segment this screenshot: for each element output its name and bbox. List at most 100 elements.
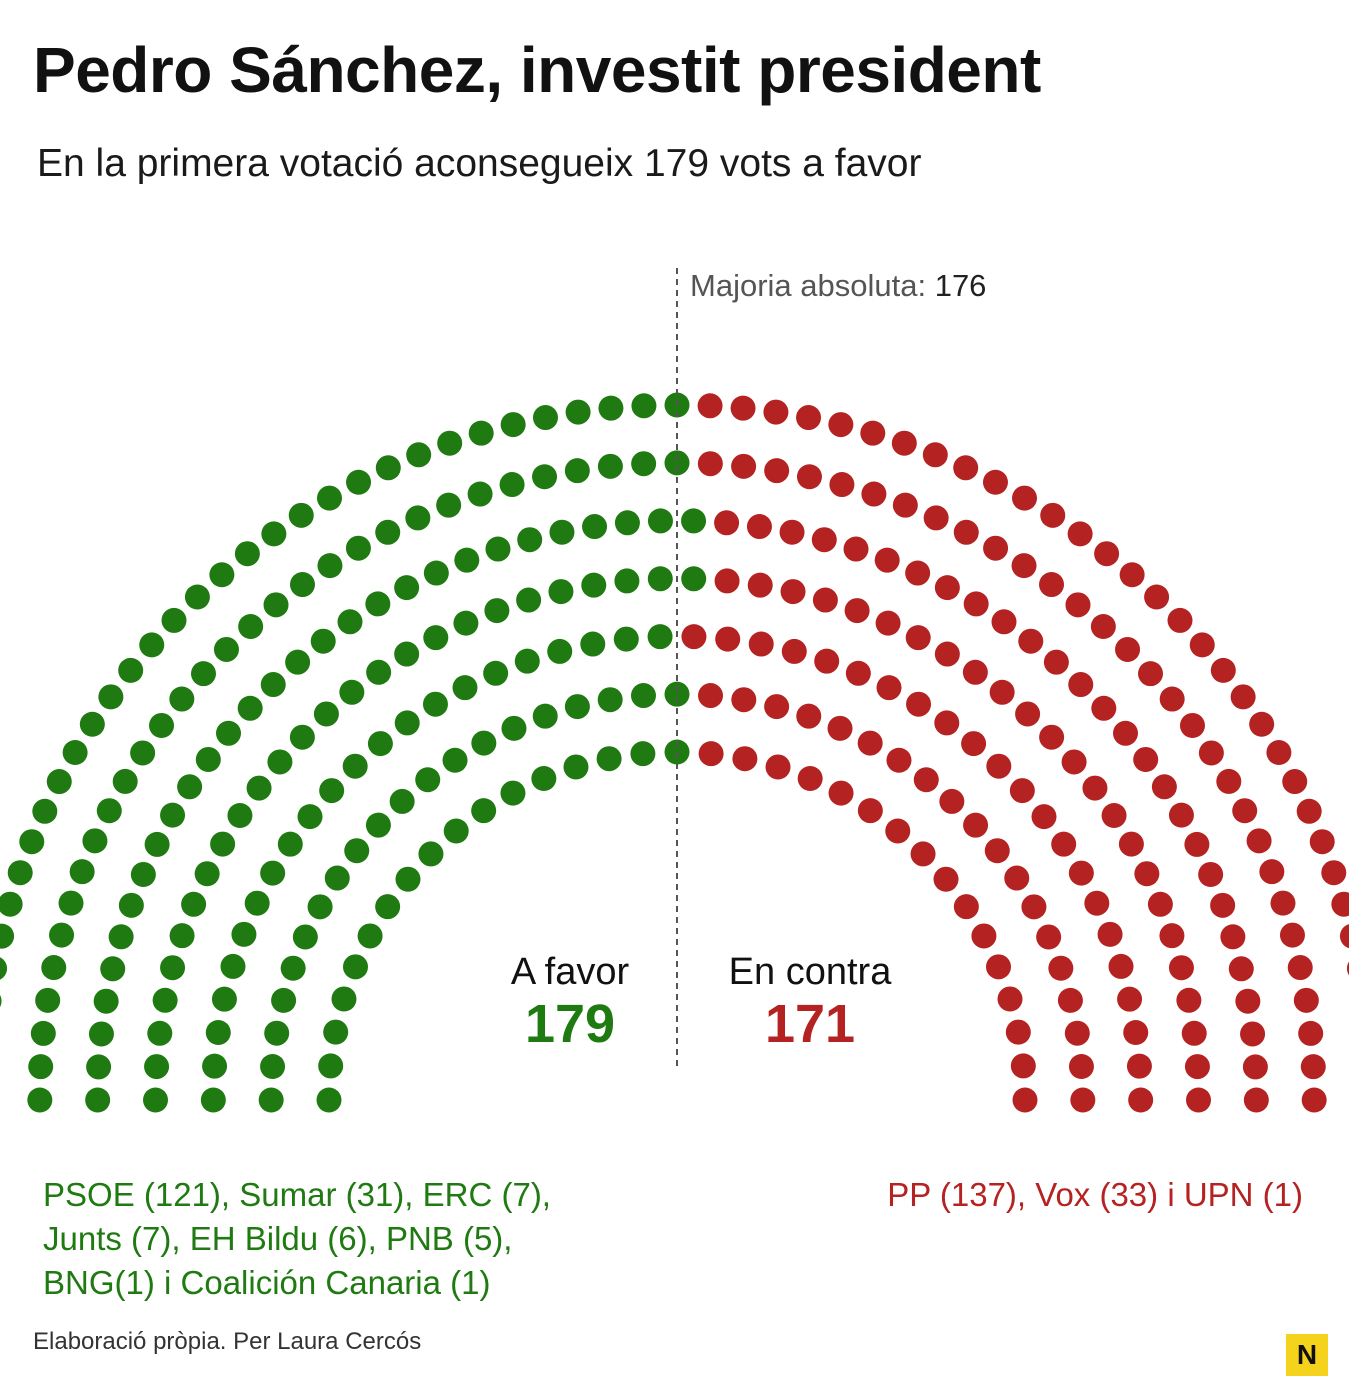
seat-favor — [337, 609, 363, 635]
seat-favor — [231, 921, 257, 947]
seat-contra — [1300, 1054, 1326, 1080]
seat-favor — [118, 892, 144, 918]
seat-contra — [1138, 661, 1164, 687]
seat-contra — [1115, 636, 1141, 662]
seat-favor — [49, 922, 75, 948]
seat-contra — [1246, 828, 1272, 854]
seat-favor — [418, 841, 444, 867]
seat-contra — [845, 660, 871, 686]
seat-favor — [471, 730, 497, 756]
seat-contra — [1270, 890, 1296, 916]
chart-title: Pedro Sánchez, investit president — [33, 34, 1041, 106]
seat-contra — [1119, 562, 1145, 588]
seat-contra — [910, 841, 936, 867]
seat-favor — [499, 472, 525, 498]
seat-contra — [1296, 798, 1322, 824]
seat-contra — [1167, 607, 1193, 633]
seat-favor — [549, 519, 575, 545]
seat-favor — [213, 636, 239, 662]
seat-contra — [906, 691, 932, 717]
seat-contra — [1339, 924, 1349, 949]
seat-favor — [394, 641, 420, 667]
seat-contra — [1159, 923, 1185, 949]
seat-favor — [454, 547, 480, 573]
seat-favor — [367, 731, 393, 757]
seat-contra — [1094, 541, 1120, 567]
seat-favor — [139, 632, 165, 658]
seat-contra — [962, 659, 988, 685]
seat-favor — [317, 485, 342, 511]
seat-favor — [181, 891, 207, 917]
seat-contra — [843, 536, 869, 562]
seat-contra — [1134, 861, 1160, 887]
seat-contra — [796, 464, 822, 490]
seat-contra — [1091, 695, 1117, 721]
seat-favor — [375, 455, 401, 481]
seat-favor — [88, 1021, 114, 1047]
seat-contra — [933, 866, 959, 892]
seat-contra — [1176, 987, 1202, 1013]
seat-contra — [731, 687, 757, 713]
seat-favor — [452, 675, 478, 701]
seat-contra — [812, 587, 838, 613]
seat-contra — [763, 399, 789, 425]
favor-parties: PSOE (121), Sumar (31), ERC (7), Junts (… — [43, 1173, 551, 1305]
seat-contra — [874, 547, 900, 573]
favor-parties-line: BNG(1) i Coalición Canaria (1) — [43, 1264, 491, 1301]
seat-favor — [547, 638, 573, 664]
seat-favor — [260, 860, 286, 886]
seat-favor — [277, 831, 303, 857]
seat-favor — [98, 684, 124, 710]
seat-favor — [581, 572, 607, 598]
seat-contra — [986, 954, 1012, 980]
seat-contra — [698, 741, 724, 767]
seat-favor — [631, 393, 657, 419]
seat-favor — [415, 767, 441, 793]
seat-contra — [1259, 859, 1285, 885]
seat-favor — [144, 831, 170, 857]
seat-contra — [1070, 1087, 1096, 1113]
seat-favor — [395, 866, 421, 892]
seat-favor — [210, 831, 236, 857]
seat-contra — [1298, 1020, 1324, 1046]
seat-contra — [1012, 485, 1037, 511]
seat-contra — [1198, 740, 1224, 766]
seat-favor — [30, 1020, 56, 1046]
seat-favor — [93, 988, 119, 1014]
seat-favor — [614, 510, 640, 536]
seat-contra — [963, 812, 989, 838]
seat-favor — [532, 464, 558, 490]
seat-favor — [143, 1087, 168, 1113]
seat-favor — [596, 746, 622, 772]
seat-favor — [563, 754, 589, 780]
seat-contra — [1266, 740, 1292, 765]
seat-favor — [292, 924, 318, 950]
seat-favor — [27, 1087, 53, 1113]
seat-favor — [261, 521, 287, 547]
seat-favor — [453, 610, 479, 636]
seat-favor — [345, 535, 371, 561]
seat-contra — [829, 472, 855, 498]
seat-favor — [565, 399, 591, 425]
seat-favor — [285, 649, 311, 675]
seat-contra — [1168, 802, 1194, 828]
seat-contra — [746, 514, 772, 540]
seat-group — [0, 392, 1349, 1113]
seat-contra — [1235, 988, 1261, 1014]
seat-contra — [1321, 860, 1347, 886]
seat-contra — [991, 609, 1017, 635]
seat-favor — [597, 453, 623, 479]
seat-favor — [200, 1087, 226, 1113]
seat-contra — [1240, 1021, 1266, 1047]
seat-contra — [860, 420, 886, 446]
seat-favor — [112, 768, 138, 794]
seat-contra — [1010, 1053, 1036, 1079]
seat-favor — [501, 715, 527, 741]
seat-contra — [1220, 924, 1246, 950]
seat-contra — [1147, 891, 1173, 917]
seat-contra — [1243, 1087, 1269, 1113]
seat-contra — [984, 838, 1010, 864]
seat-contra — [1048, 955, 1074, 981]
seat-favor — [484, 598, 510, 624]
seat-contra — [1051, 831, 1077, 857]
